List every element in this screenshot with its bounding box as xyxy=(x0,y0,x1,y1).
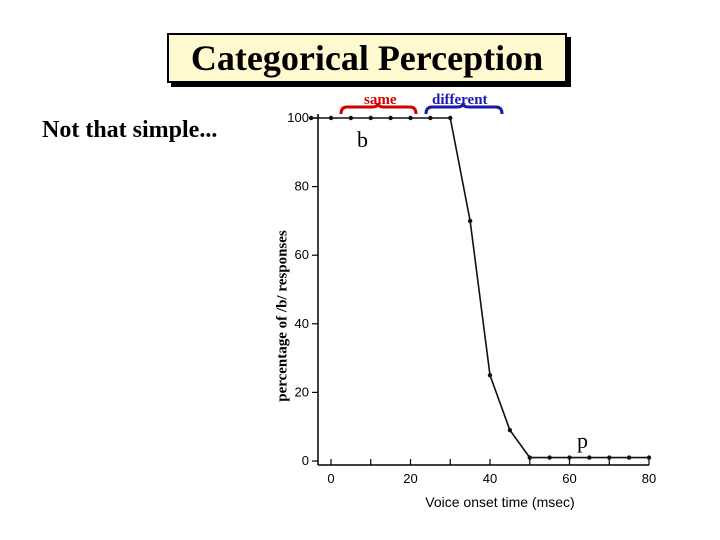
category-b-label: b xyxy=(357,127,368,152)
data-point xyxy=(507,427,513,433)
data-point xyxy=(467,218,473,224)
y-tick-label: 20 xyxy=(295,384,309,399)
data-point xyxy=(308,115,314,121)
plot-area: 0 20 40 60 80 100 0 20 40 60 80 Voice onset time (m… xyxy=(287,110,656,510)
data-point xyxy=(368,115,373,121)
y-tick-label: 0 xyxy=(302,453,309,468)
data-point xyxy=(587,455,592,460)
x-tick-label: 40 xyxy=(483,471,497,486)
y-tick-label: 40 xyxy=(295,316,309,331)
data-point xyxy=(567,455,572,460)
data-point xyxy=(547,455,552,460)
data-point xyxy=(388,115,393,121)
x-axis-label: Voice onset time (msec) xyxy=(425,494,574,510)
data-point xyxy=(408,115,413,121)
data-point xyxy=(646,455,652,460)
y-tick-label: 60 xyxy=(295,247,309,262)
series-line xyxy=(311,117,649,459)
different-bracket-label: different xyxy=(432,92,488,108)
data-point xyxy=(348,115,354,121)
data-point xyxy=(448,115,453,121)
y-tick-label: 80 xyxy=(295,179,309,194)
different-bracket xyxy=(424,102,504,115)
y-tick-label: 100 xyxy=(287,110,309,125)
data-point xyxy=(527,455,532,460)
data-point xyxy=(487,373,493,378)
x-tick-label: 0 xyxy=(327,471,334,486)
x-tick-label: 80 xyxy=(642,471,656,486)
data-point xyxy=(428,115,433,121)
data-point xyxy=(328,115,334,121)
slide-subtitle: Not that simple... xyxy=(42,117,218,143)
data-point xyxy=(607,455,612,460)
x-tick-label: 20 xyxy=(403,471,417,486)
slide-title: Categorical Perception xyxy=(167,33,567,83)
data-point xyxy=(626,455,632,460)
same-bracket xyxy=(339,102,418,115)
same-bracket-label: same xyxy=(364,92,397,108)
category-p-label: p xyxy=(577,428,588,453)
x-tick-label: 60 xyxy=(562,471,576,486)
